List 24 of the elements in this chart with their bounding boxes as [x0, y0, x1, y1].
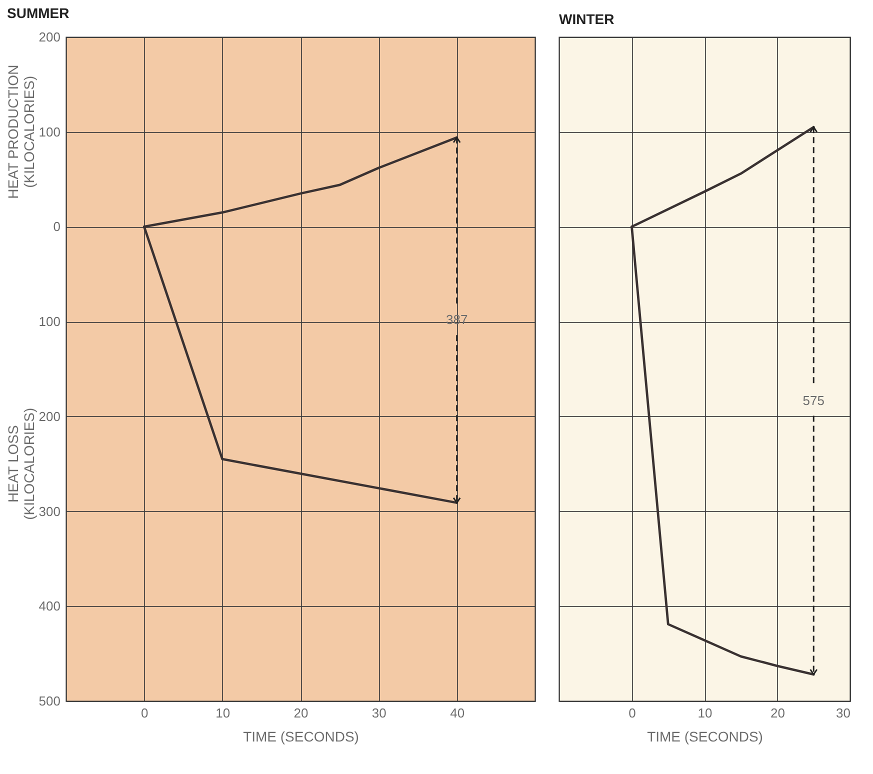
x-tick-label: 30	[836, 706, 850, 720]
y-tick-label: 500	[38, 694, 60, 708]
x-axis-title: TIME (SECONDS)	[647, 728, 763, 744]
y-tick-label: 200	[38, 408, 60, 424]
x-tick-label: 20	[294, 706, 308, 720]
x-tick-label: 30	[372, 706, 386, 720]
y-tick-label: 300	[38, 504, 60, 519]
y-tick-label: 0	[53, 219, 60, 234]
y-tick-label: 100	[38, 314, 60, 330]
annotation: 575	[802, 392, 824, 408]
x-tick-label: 10	[216, 706, 230, 720]
x-tick-label: 0	[141, 706, 148, 720]
x-tick-label: 10	[698, 706, 712, 720]
y-tick-label: 100	[38, 124, 60, 140]
y-axis-title: HEAT PRODUCTION (KILOCALORIES)	[5, 64, 37, 199]
chart-title: SUMMER	[7, 5, 70, 21]
y-tick-label: 400	[38, 598, 60, 614]
x-tick-label: 0	[628, 706, 636, 720]
x-tick-label: 40	[450, 706, 465, 720]
chart-title: WINTER	[559, 11, 614, 27]
x-tick-label: 20	[770, 706, 785, 720]
x-axis-title: TIME (SECONDS)	[243, 728, 359, 744]
text: HEAT LOSS (KILOCALORIES)	[5, 408, 37, 520]
y-tick-label: 200	[38, 30, 60, 44]
